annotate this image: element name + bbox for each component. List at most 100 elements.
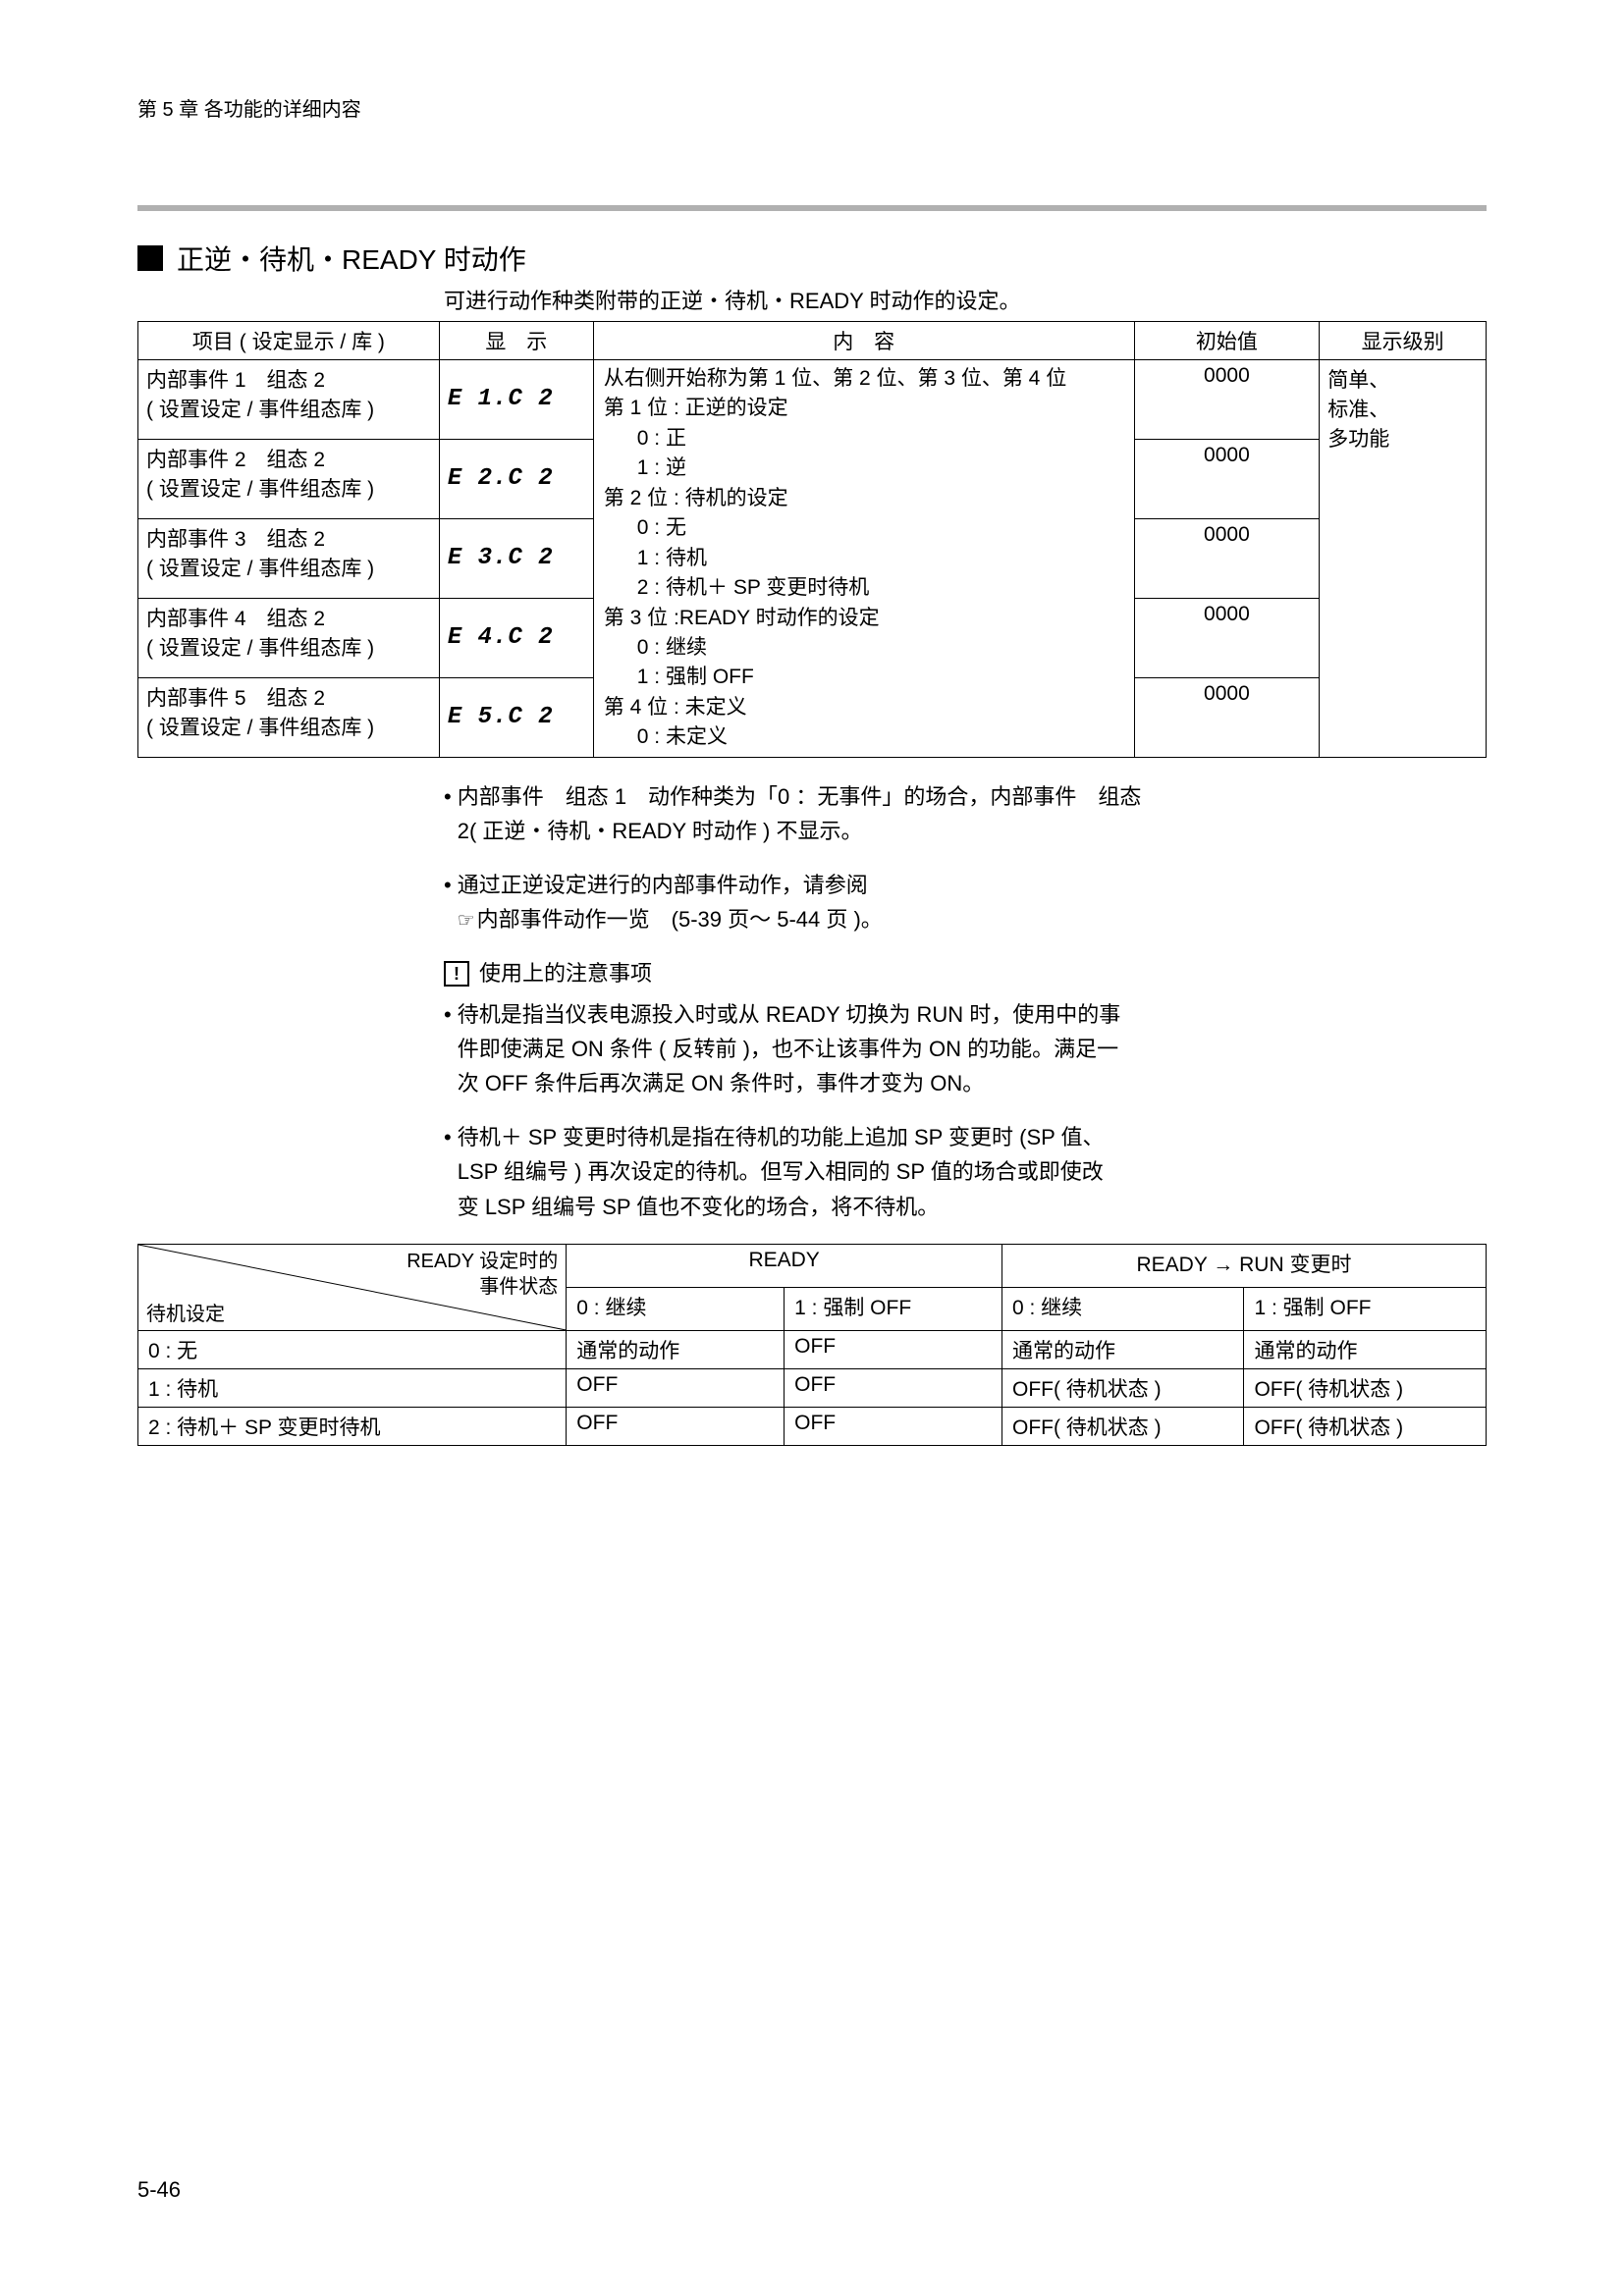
caution-text: LSP 组编号 ) 再次设定的待机。但写入相同的 SP 值的场合或即使改: [458, 1159, 1104, 1184]
table-header-row: 项目 ( 设定显示 / 库 ) 显 示 内 容 初始值 显示级别: [138, 322, 1487, 360]
th-initial: 初始值: [1134, 322, 1320, 360]
th-ready: READY: [567, 1244, 1002, 1287]
caution-text: 件即使满足 ON 条件 ( 反转前 )，也不让该事件为 ON 的功能。满足一: [458, 1037, 1118, 1061]
content-line: 1 : 强制 OFF: [604, 663, 1126, 692]
section-subtitle: 可进行动作种类附带的正逆・待机・READY 时动作的设定。: [444, 284, 1487, 315]
item-main: 内部事件 3 组态 2: [146, 528, 325, 551]
content-line: 1 : 逆: [604, 454, 1126, 483]
caution-title: 使用上的注意事项: [479, 956, 652, 990]
th-sub: 0 : 继续: [1001, 1287, 1243, 1330]
cell: OFF: [785, 1407, 1002, 1445]
diag-bottom-text: 待机设定: [146, 1298, 225, 1326]
level-line: 简单、: [1327, 369, 1389, 392]
content-line: 第 3 位 :READY 时动作的设定: [604, 607, 880, 629]
cell: OFF: [567, 1368, 785, 1407]
th-sub: 1 : 强制 OFF: [1244, 1287, 1487, 1330]
diag-top-text: READY 设定时的: [406, 1251, 558, 1272]
caution-text: 次 OFF 条件后再次满足 ON 条件时，事件才变为 ON。: [458, 1071, 985, 1095]
bullet-icon: •: [444, 1120, 452, 1224]
content-line: 第 2 位 : 待机的设定: [604, 487, 788, 509]
level-line: 多功能: [1327, 428, 1389, 451]
item-main: 内部事件 4 组态 2: [146, 608, 325, 630]
item-sub: ( 设置设定 / 事件组态库 ): [146, 473, 431, 503]
cell: OFF( 待机状态 ): [1244, 1368, 1487, 1407]
th-ready-run: READY → RUN 变更时: [1001, 1244, 1486, 1287]
cell: 通常的动作: [1001, 1330, 1243, 1368]
note-text: 内部事件动作一览 (5-39 页～ 5-44 页 )。: [477, 907, 883, 932]
item-sub: ( 设置设定 / 事件组态库 ): [146, 394, 431, 423]
cell-item: 内部事件 2 组态 2 ( 设置设定 / 事件组态库 ): [138, 439, 440, 518]
cell-item: 内部事件 5 组态 2 ( 设置设定 / 事件组态库 ): [138, 677, 440, 757]
content-line: 0 : 继续: [604, 633, 1126, 663]
section-title-text: 正逆・待机・READY 时动作: [177, 239, 526, 278]
settings-table: 项目 ( 设定显示 / 库 ) 显 示 内 容 初始值 显示级别 内部事件 1 …: [137, 321, 1487, 758]
caution-bullet-2: • 待机＋ SP 变更时待机是指在待机的功能上追加 SP 变更时 (SP 值、 …: [444, 1120, 1487, 1224]
th-level: 显示级别: [1320, 322, 1487, 360]
caution-icon: !: [444, 961, 469, 987]
note-bullet-2: • 通过正逆设定进行的内部事件动作，请参阅 ☞内部事件动作一览 (5-39 页～…: [444, 868, 1487, 936]
table-row: 1 : 待机 OFF OFF OFF( 待机状态 ) OFF( 待机状态 ): [138, 1368, 1487, 1407]
th-display: 显 示: [439, 322, 593, 360]
cell: OFF: [785, 1368, 1002, 1407]
cell-content-merged: 从右侧开始称为第 1 位、第 2 位、第 3 位、第 4 位 第 1 位 : 正…: [593, 360, 1134, 758]
pointer-icon: ☞: [458, 905, 475, 936]
cell-display: E 5.C 2: [439, 677, 593, 757]
table-row: 内部事件 1 组态 2 ( 设置设定 / 事件组态库 ) E 1.C 2 从右侧…: [138, 360, 1487, 440]
item-main: 内部事件 1 组态 2: [146, 369, 325, 392]
cell: OFF( 待机状态 ): [1244, 1407, 1487, 1445]
ready-table: READY 设定时的 事件状态 待机设定 READY READY → RUN 变…: [137, 1244, 1487, 1446]
cell-level-merged: 简单、 标准、 多功能: [1320, 360, 1487, 758]
content-line: 2 : 待机＋ SP 变更时待机: [604, 573, 1126, 603]
diagonal-header-cell: READY 设定时的 事件状态 待机设定: [138, 1244, 567, 1330]
item-sub: ( 设置设定 / 事件组态库 ): [146, 553, 431, 582]
cell: OFF( 待机状态 ): [1001, 1368, 1243, 1407]
cell-initial: 0000: [1134, 439, 1320, 518]
chapter-header: 第 5 章 各功能的详细内容: [137, 93, 1487, 122]
cell-item: 内部事件 4 组态 2 ( 设置设定 / 事件组态库 ): [138, 598, 440, 677]
section-title: 正逆・待机・READY 时动作: [137, 239, 1487, 278]
gray-divider: [137, 205, 1487, 211]
content-line: 1 : 待机: [604, 544, 1126, 573]
bullet-icon: •: [444, 779, 452, 848]
th-sub: 1 : 强制 OFF: [785, 1287, 1002, 1330]
cell: 通常的动作: [1244, 1330, 1487, 1368]
notes-block: • 内部事件 组态 1 动作种类为「0 ：无事件」的场合，内部事件 组态 2( …: [444, 779, 1487, 1224]
caution-text: 待机是指当仪表电源投入时或从 READY 切换为 RUN 时，使用中的事: [458, 1002, 1121, 1027]
cell-display: E 1.C 2: [439, 360, 593, 440]
cell-initial: 0000: [1134, 677, 1320, 757]
row-label: 2 : 待机＋ SP 变更时待机: [138, 1407, 567, 1445]
caution-text: 变 LSP 组编号 SP 值也不变化的场合，将不待机。: [458, 1195, 940, 1219]
content-line: 0 : 未定义: [604, 722, 1126, 752]
item-sub: ( 设置设定 / 事件组态库 ): [146, 712, 431, 741]
bullet-icon: •: [444, 997, 452, 1101]
cell-initial: 0000: [1134, 598, 1320, 677]
content-line: 第 4 位 : 未定义: [604, 696, 747, 719]
th-sub: 0 : 继续: [567, 1287, 785, 1330]
note-bullet-1: • 内部事件 组态 1 动作种类为「0 ：无事件」的场合，内部事件 组态 2( …: [444, 779, 1487, 848]
content-line: 0 : 无: [604, 513, 1126, 543]
cell-display: E 4.C 2: [439, 598, 593, 677]
content-line: 0 : 正: [604, 424, 1126, 454]
item-sub: ( 设置设定 / 事件组态库 ): [146, 632, 431, 662]
square-bullet-icon: [137, 245, 163, 271]
caution-bullet-1: • 待机是指当仪表电源投入时或从 READY 切换为 RUN 时，使用中的事 件…: [444, 997, 1487, 1101]
cell-display: E 3.C 2: [439, 518, 593, 598]
table-row: 2 : 待机＋ SP 变更时待机 OFF OFF OFF( 待机状态 ) OFF…: [138, 1407, 1487, 1445]
content-line: 第 1 位 : 正逆的设定: [604, 397, 788, 419]
cell: OFF: [785, 1330, 1002, 1368]
content-line: 从右侧开始称为第 1 位、第 2 位、第 3 位、第 4 位: [604, 367, 1066, 390]
table-row: 0 : 无 通常的动作 OFF 通常的动作 通常的动作: [138, 1330, 1487, 1368]
caution-header: ! 使用上的注意事项: [444, 956, 1487, 990]
cell-display: E 2.C 2: [439, 439, 593, 518]
cell-initial: 0000: [1134, 360, 1320, 440]
level-line: 标准、: [1327, 399, 1389, 421]
cell: OFF( 待机状态 ): [1001, 1407, 1243, 1445]
row-label: 1 : 待机: [138, 1368, 567, 1407]
table-header-row: READY 设定时的 事件状态 待机设定 READY READY → RUN 变…: [138, 1244, 1487, 1287]
item-main: 内部事件 2 组态 2: [146, 449, 325, 471]
th-content: 内 容: [593, 322, 1134, 360]
note-text: 2( 正逆・待机・READY 时动作 ) 不显示。: [458, 819, 863, 843]
diag-top-text: 事件状态: [479, 1276, 558, 1298]
bullet-icon: •: [444, 868, 452, 936]
cell-item: 内部事件 1 组态 2 ( 设置设定 / 事件组态库 ): [138, 360, 440, 440]
